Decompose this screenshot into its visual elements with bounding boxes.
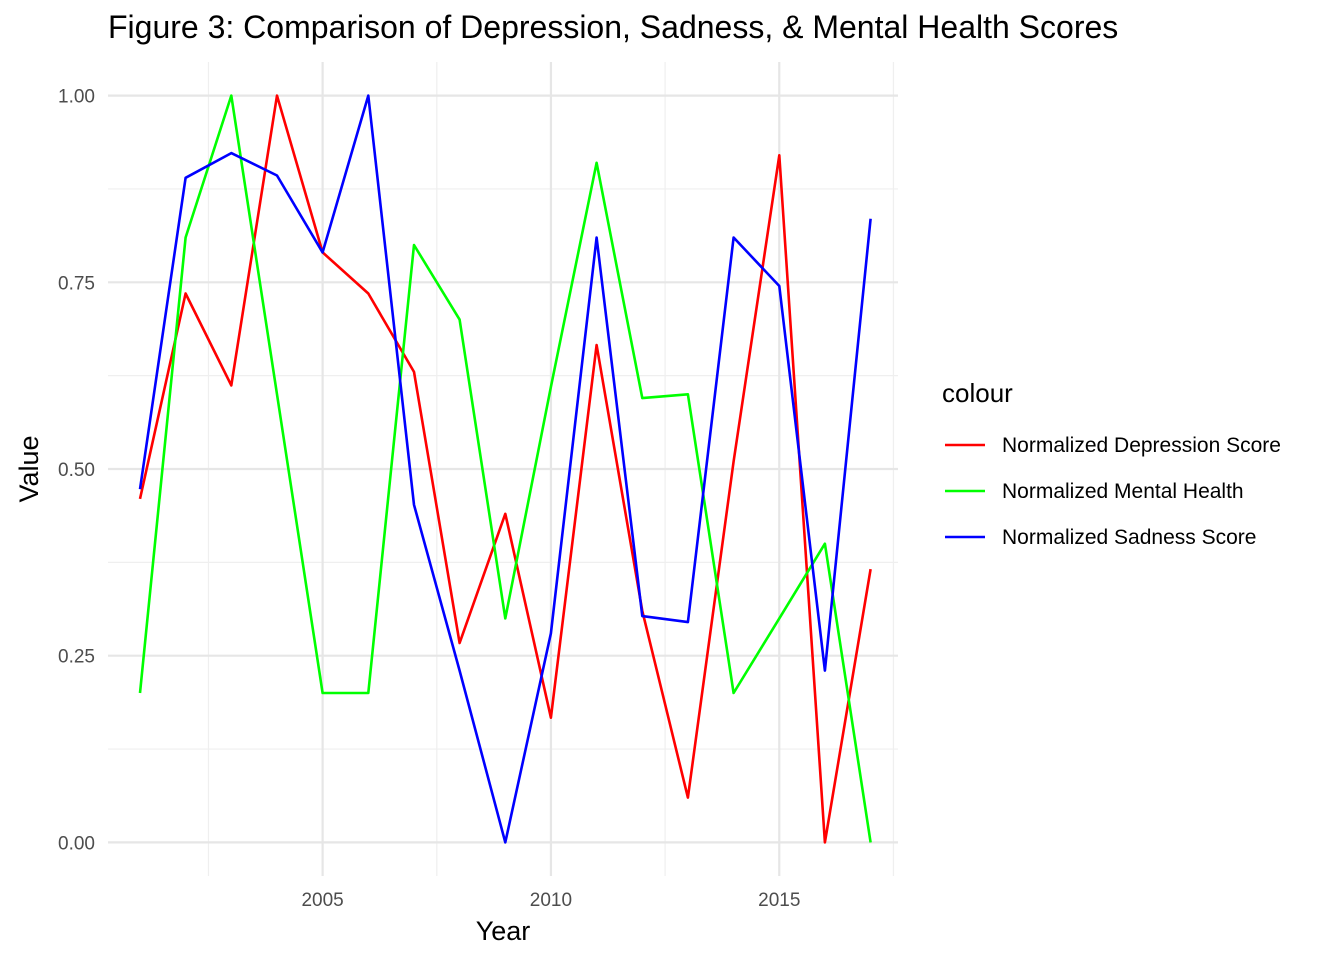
series-lines bbox=[138, 94, 872, 844]
y-tick-label: 1.00 bbox=[58, 87, 95, 108]
y-tick-label: 0.25 bbox=[58, 647, 95, 668]
series-line-normalized-depression-score bbox=[138, 94, 872, 844]
legend-label: Normalized Mental Health bbox=[1002, 480, 1244, 503]
legend-label: Normalized Depression Score bbox=[1002, 434, 1281, 457]
chart-title: Figure 3: Comparison of Depression, Sadn… bbox=[108, 9, 1118, 45]
grid-lines bbox=[108, 62, 898, 876]
x-tick-label: 2005 bbox=[301, 890, 343, 911]
legend-title: colour bbox=[942, 378, 1013, 408]
legend: colour Normalized Depression Score Normal… bbox=[942, 378, 1281, 549]
x-tick-label: 2015 bbox=[758, 890, 800, 911]
y-axis-ticks: 0.00 0.25 0.50 0.75 1.00 bbox=[58, 87, 95, 855]
x-tick-label: 2010 bbox=[530, 890, 572, 911]
x-axis-ticks: 2005 2010 2015 bbox=[301, 890, 800, 911]
x-axis-title: Year bbox=[476, 916, 531, 946]
y-tick-label: 0.75 bbox=[58, 273, 95, 294]
series-line-normalized-sadness-score bbox=[138, 94, 872, 844]
y-tick-label: 0.00 bbox=[58, 833, 95, 854]
y-axis-title: Value bbox=[14, 435, 44, 502]
y-tick-label: 0.50 bbox=[58, 460, 95, 481]
series-line-normalized-mental-health bbox=[138, 94, 872, 843]
legend-label: Normalized Sadness Score bbox=[1002, 526, 1256, 549]
